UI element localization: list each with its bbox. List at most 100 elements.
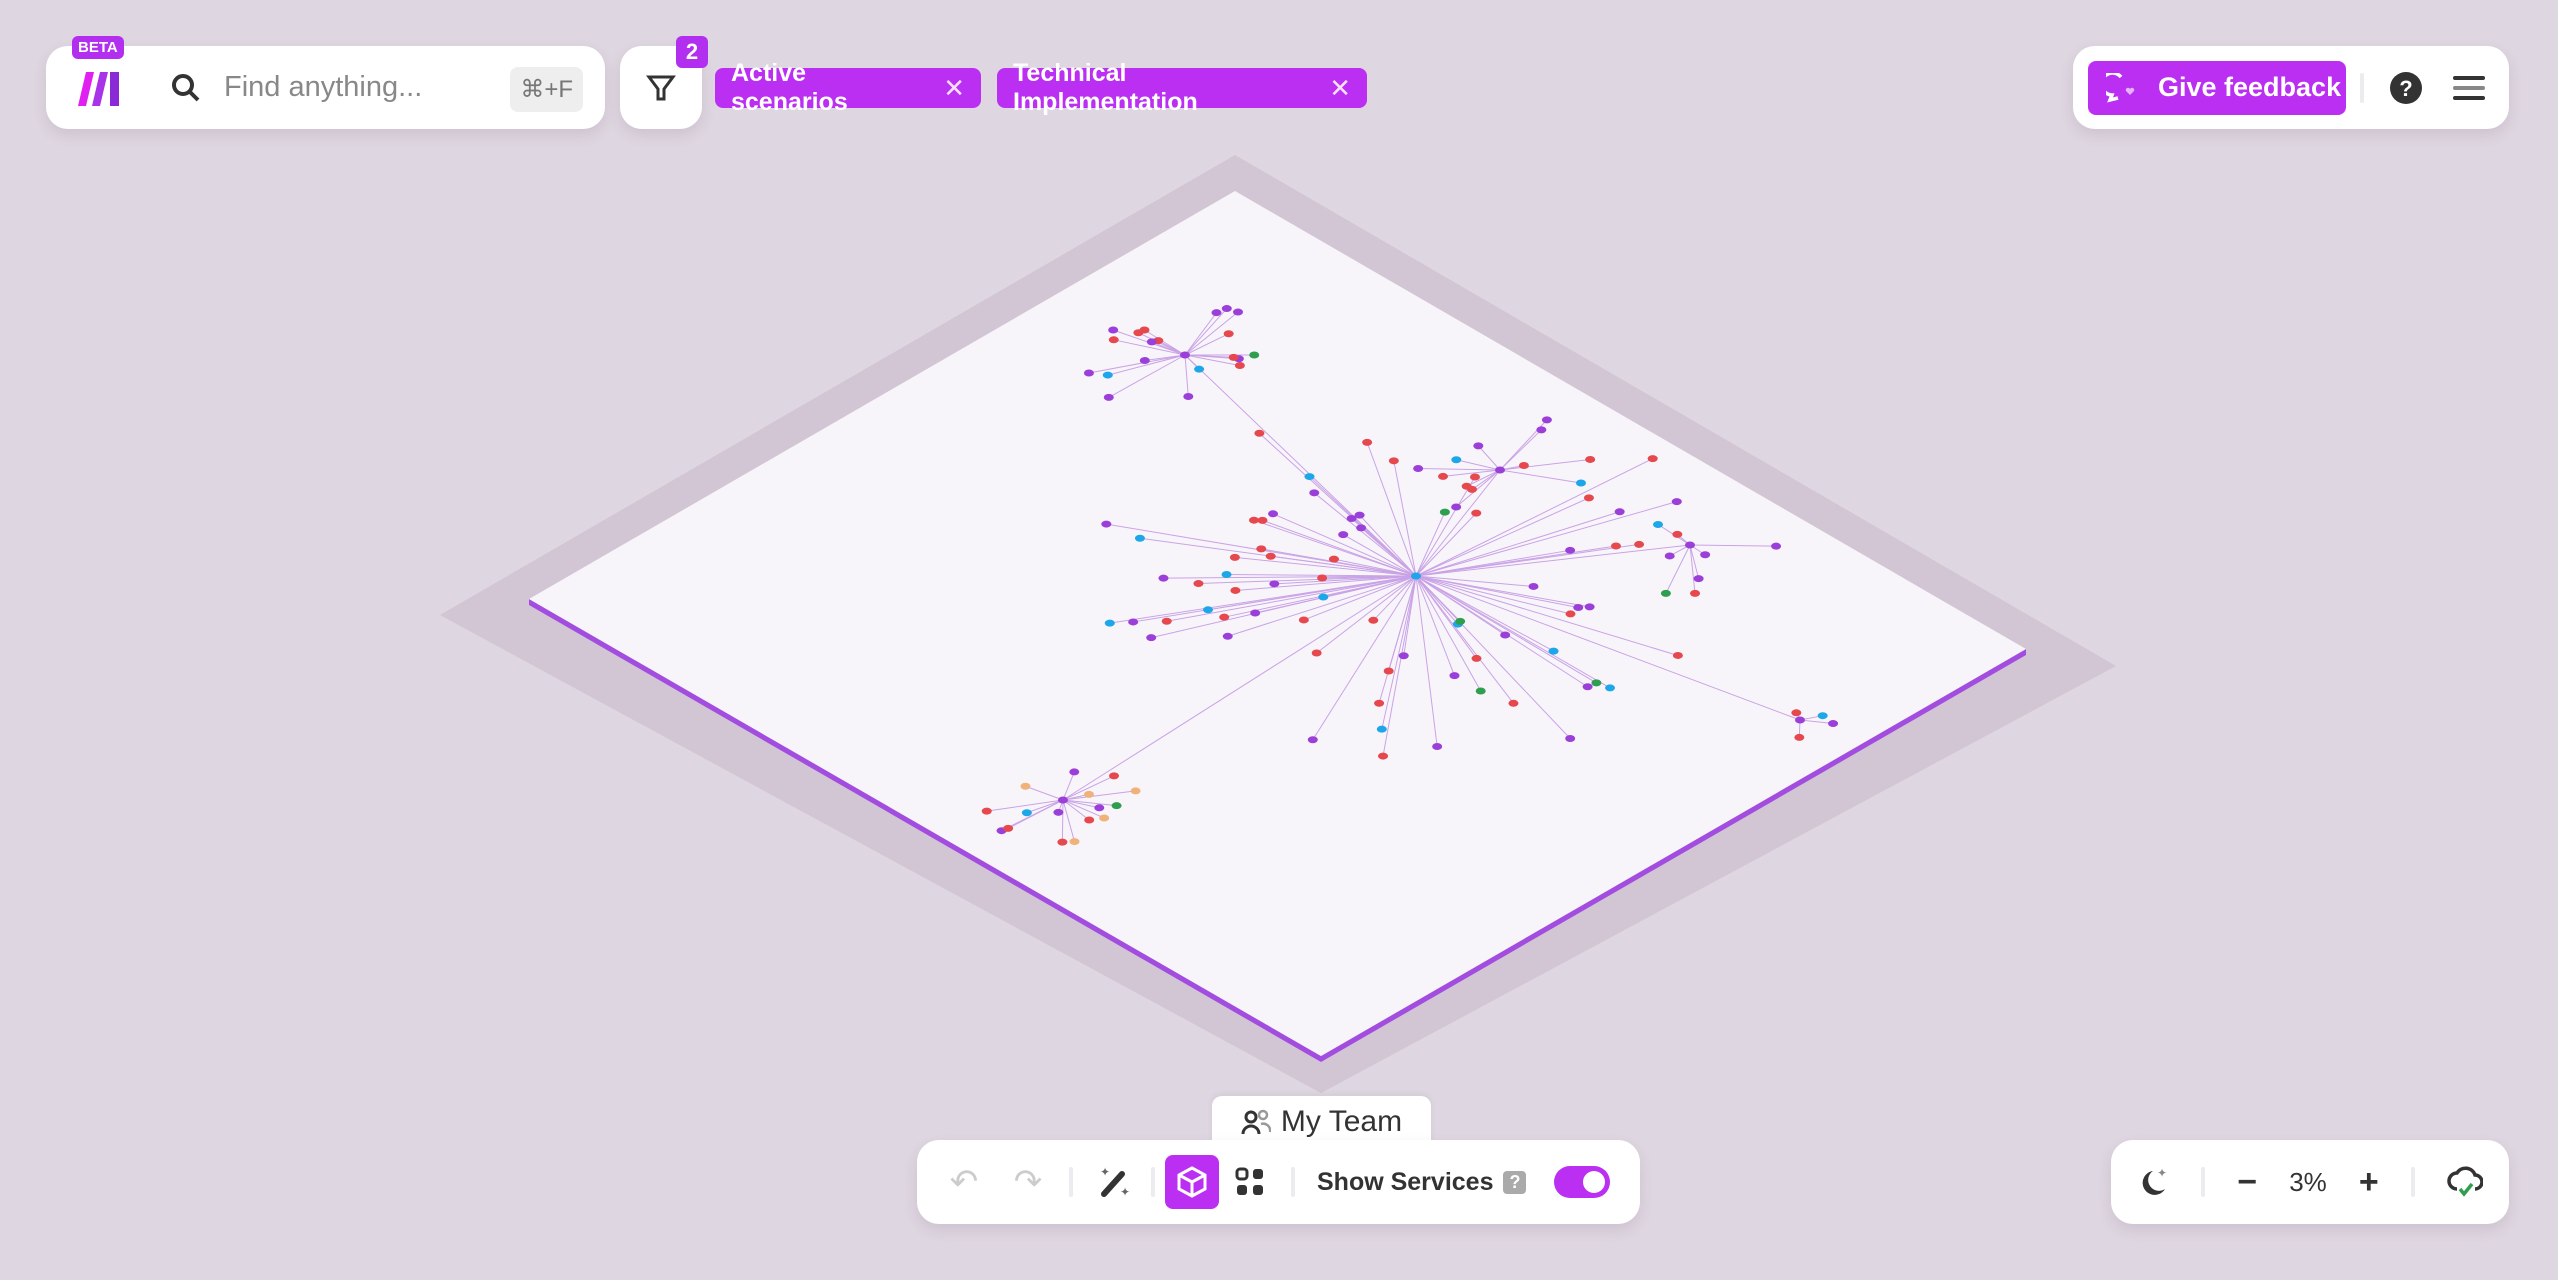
graph-node[interactable] bbox=[1455, 617, 1466, 625]
search-input[interactable]: Find anything... bbox=[224, 71, 423, 103]
graph-node[interactable] bbox=[1575, 479, 1586, 487]
graph-node[interactable] bbox=[1583, 494, 1594, 502]
graph-node[interactable] bbox=[1362, 438, 1373, 446]
graph-node[interactable] bbox=[1791, 709, 1802, 717]
filter-chip-active-scenarios[interactable]: Active scenarios ✕ bbox=[715, 59, 981, 116]
graph-node[interactable] bbox=[1378, 752, 1389, 760]
graph-node[interactable] bbox=[1432, 742, 1443, 750]
graph-node[interactable] bbox=[1111, 802, 1122, 810]
graph-node[interactable] bbox=[1338, 531, 1349, 539]
graph-node[interactable] bbox=[1269, 580, 1280, 588]
filter-chip-technical-implementation[interactable]: Technical Implementation ✕ bbox=[997, 59, 1367, 116]
graph-node[interactable] bbox=[1664, 552, 1675, 560]
graph-node[interactable] bbox=[1257, 516, 1268, 524]
graph-node[interactable] bbox=[1161, 617, 1172, 625]
graph-node[interactable] bbox=[1265, 552, 1276, 560]
graph-node[interactable] bbox=[1376, 725, 1387, 733]
graph-node[interactable] bbox=[1473, 442, 1484, 450]
graph-node[interactable] bbox=[1411, 572, 1421, 580]
graph-node[interactable] bbox=[1221, 305, 1232, 313]
graph-node[interactable] bbox=[1374, 699, 1385, 707]
graph-node[interactable] bbox=[1309, 489, 1320, 497]
graph-node[interactable] bbox=[1565, 610, 1576, 618]
zoom-in-button[interactable]: + bbox=[2358, 1162, 2379, 1201]
graph-node[interactable] bbox=[1346, 514, 1357, 522]
show-services-toggle[interactable] bbox=[1554, 1166, 1611, 1198]
graph-node[interactable] bbox=[1128, 618, 1139, 626]
graph-node[interactable] bbox=[1356, 524, 1367, 532]
graph-node[interactable] bbox=[1130, 787, 1141, 795]
graph-node[interactable] bbox=[1003, 824, 1014, 832]
graph-node[interactable] bbox=[1146, 634, 1157, 642]
graph-node[interactable] bbox=[1268, 510, 1279, 518]
graph-node[interactable] bbox=[1221, 570, 1232, 578]
graph-node[interactable] bbox=[1058, 796, 1068, 804]
graph-node[interactable] bbox=[1690, 589, 1701, 597]
magic-wand-button[interactable]: ✦ ✦ bbox=[1087, 1155, 1141, 1209]
graph-node[interactable] bbox=[1254, 429, 1265, 437]
help-icon[interactable]: ? bbox=[2389, 71, 2423, 105]
graph-node[interactable] bbox=[1685, 541, 1695, 549]
graph-node[interactable] bbox=[1672, 651, 1683, 659]
graph-node[interactable] bbox=[1605, 684, 1616, 692]
graph-node[interactable] bbox=[1183, 393, 1194, 401]
2d-view-button[interactable] bbox=[1223, 1155, 1277, 1209]
graph-node[interactable] bbox=[1134, 534, 1145, 542]
graph-node[interactable] bbox=[1451, 503, 1462, 511]
graph-node[interactable] bbox=[1194, 365, 1205, 373]
graph-node[interactable] bbox=[1500, 631, 1511, 639]
graph-node[interactable] bbox=[1180, 351, 1190, 359]
graph-node[interactable] bbox=[1438, 472, 1449, 480]
graph-node[interactable] bbox=[1057, 838, 1068, 846]
close-icon[interactable]: ✕ bbox=[1329, 72, 1351, 103]
help-badge[interactable]: ? bbox=[1503, 1170, 1527, 1194]
graph-node[interactable] bbox=[1536, 426, 1547, 434]
graph-node[interactable] bbox=[1103, 393, 1114, 401]
graph-node[interactable] bbox=[1021, 809, 1032, 817]
filter-button[interactable]: 2 bbox=[620, 36, 708, 129]
graph-node[interactable] bbox=[1467, 485, 1478, 493]
graph-node[interactable] bbox=[1653, 520, 1664, 528]
graph-node[interactable] bbox=[981, 807, 992, 815]
graph-node[interactable] bbox=[1548, 647, 1559, 655]
undo-button[interactable]: ↶ bbox=[937, 1155, 991, 1209]
graph-node[interactable] bbox=[1304, 473, 1315, 481]
graph-node[interactable] bbox=[1083, 790, 1094, 798]
graph-node[interactable] bbox=[1634, 540, 1645, 548]
graph-node[interactable] bbox=[1193, 580, 1204, 588]
graph-node[interactable] bbox=[1585, 455, 1596, 463]
graph-node[interactable] bbox=[1109, 772, 1120, 780]
graph-node[interactable] bbox=[1528, 582, 1539, 590]
graph-node[interactable] bbox=[1069, 838, 1080, 846]
graph-node[interactable] bbox=[1104, 619, 1115, 627]
graph-node[interactable] bbox=[1471, 654, 1482, 662]
graph-node[interactable] bbox=[1413, 465, 1424, 473]
graph-node[interactable] bbox=[1139, 357, 1150, 365]
graph-node[interactable] bbox=[1794, 733, 1805, 741]
graph-node[interactable] bbox=[1368, 616, 1379, 624]
graph-node[interactable] bbox=[1311, 649, 1322, 657]
graph-node[interactable] bbox=[1223, 330, 1234, 338]
graph-node[interactable] bbox=[1660, 589, 1671, 597]
graph-node[interactable] bbox=[1565, 734, 1576, 742]
zoom-out-button[interactable]: − bbox=[2237, 1162, 2258, 1201]
graph-node[interactable] bbox=[1518, 462, 1529, 470]
graph-node[interactable] bbox=[1672, 530, 1683, 538]
graph-node[interactable] bbox=[1449, 672, 1460, 680]
graph-node[interactable] bbox=[1471, 509, 1482, 517]
graph-node[interactable] bbox=[1139, 326, 1150, 334]
graph-node[interactable] bbox=[1233, 308, 1244, 316]
search-bar[interactable]: BETA Find anything... ⌘+F bbox=[46, 36, 605, 129]
graph-node[interactable] bbox=[1647, 455, 1658, 463]
graph-node[interactable] bbox=[1508, 699, 1519, 707]
graph-node[interactable] bbox=[1318, 593, 1329, 601]
graph-node[interactable] bbox=[1451, 456, 1462, 464]
graph-node[interactable] bbox=[1828, 720, 1839, 728]
graph-node[interactable] bbox=[1541, 416, 1552, 424]
graph-node[interactable] bbox=[1108, 336, 1119, 344]
graph-node[interactable] bbox=[1094, 804, 1105, 812]
graph-node[interactable] bbox=[1228, 353, 1239, 361]
cloud-saved-icon[interactable] bbox=[2447, 1165, 2483, 1199]
graph-node[interactable] bbox=[1817, 712, 1828, 720]
graph-node[interactable] bbox=[1771, 542, 1782, 550]
